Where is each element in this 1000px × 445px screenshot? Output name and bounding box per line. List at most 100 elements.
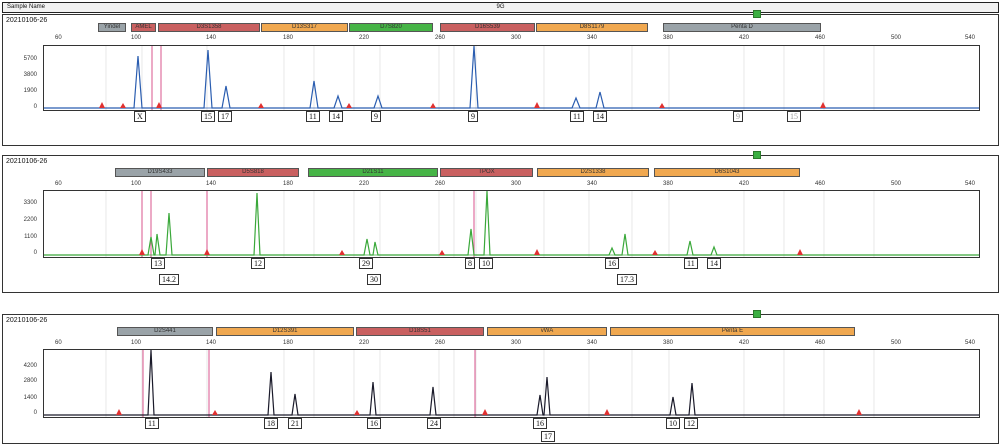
x-tick: 300 — [511, 35, 522, 41]
allele-call[interactable]: 12 — [251, 258, 265, 269]
allele-call[interactable]: 21 — [288, 418, 302, 429]
allele-call[interactable]: 9 — [733, 111, 743, 122]
x-tick: 100 — [131, 340, 142, 346]
marker-d7s820[interactable]: D7S820 — [349, 23, 433, 32]
allele-call[interactable]: 13 — [151, 258, 165, 269]
dye-indicator[interactable] — [753, 10, 761, 18]
x-tick: 460 — [815, 340, 826, 346]
x-tick: 140 — [206, 181, 217, 187]
trace-svg — [44, 46, 979, 110]
x-tick: 220 — [359, 181, 370, 187]
marker-d18s51[interactable]: D18S51 — [356, 327, 484, 336]
marker-d13s317[interactable]: D13S317 — [261, 23, 348, 32]
allele-call[interactable]: 11 — [684, 258, 698, 269]
sample-header: Sample Name 9G — [2, 2, 999, 13]
allele-call[interactable]: 17.3 — [617, 274, 637, 285]
allele-call[interactable]: 16 — [367, 418, 381, 429]
x-tick: 540 — [965, 35, 976, 41]
marker-tpox[interactable]: TPOX — [440, 168, 533, 177]
allele-call[interactable]: 29 — [359, 258, 373, 269]
trace-plot-blue[interactable] — [43, 45, 980, 111]
marker-amel[interactable]: AMEL — [131, 23, 156, 32]
x-tick: 220 — [359, 35, 370, 41]
panel-title: 20210106-26 — [6, 158, 48, 165]
x-tick: 260 — [435, 340, 446, 346]
marker-d2s1338[interactable]: D2S1338 — [537, 168, 649, 177]
marker-penta-e[interactable]: Penta E — [610, 327, 855, 336]
x-tick: 380 — [663, 35, 674, 41]
allele-call[interactable]: 10 — [666, 418, 680, 429]
x-tick: 260 — [435, 181, 446, 187]
y-tick: 1900 — [23, 88, 37, 94]
x-tick: 100 — [131, 181, 142, 187]
marker-vwa[interactable]: vWA — [487, 327, 607, 336]
x-tick: 340 — [587, 340, 598, 346]
marker-d12s391[interactable]: D12S391 — [216, 327, 354, 336]
allele-call[interactable]: 24 — [427, 418, 441, 429]
allele-call[interactable]: 9 — [468, 111, 478, 122]
allele-call[interactable]: 18 — [264, 418, 278, 429]
y-tick: 3300 — [23, 200, 37, 206]
allele-call[interactable]: 11 — [145, 418, 159, 429]
red-artifacts — [139, 249, 803, 255]
marker-d21s11[interactable]: D21S11 — [308, 168, 438, 177]
marker-d8s1179[interactable]: D8S1179 — [536, 23, 648, 32]
trace-plot-black[interactable] — [43, 349, 980, 418]
marker-d6s1043[interactable]: D6S1043 — [654, 168, 800, 177]
allele-call[interactable]: 9 — [371, 111, 381, 122]
marker-penta-d[interactable]: Penta D — [663, 23, 821, 32]
allele-call[interactable]: 15 — [201, 111, 215, 122]
y-tick: 1400 — [23, 395, 37, 401]
allele-call[interactable]: 14 — [329, 111, 343, 122]
x-tick: 140 — [206, 340, 217, 346]
allele-call[interactable]: X — [134, 111, 146, 122]
allele-call[interactable]: 10 — [479, 258, 493, 269]
blue-trace — [44, 46, 979, 109]
allele-call[interactable]: 14.2 — [159, 274, 179, 285]
allele-call[interactable]: 17 — [541, 431, 555, 442]
x-tick: 140 — [206, 35, 217, 41]
x-tick: 420 — [739, 340, 750, 346]
marker-yindel[interactable]: Yindel — [98, 23, 126, 32]
allele-call[interactable]: 15 — [787, 111, 801, 122]
allele-call[interactable]: 16 — [533, 418, 547, 429]
x-tick: 500 — [891, 35, 902, 41]
y-tick: 3800 — [23, 72, 37, 78]
allele-call[interactable]: 11 — [570, 111, 584, 122]
marker-d19s433[interactable]: D19S433 — [115, 168, 205, 177]
marker-d5s818[interactable]: D5S818 — [207, 168, 299, 177]
x-tick: 300 — [511, 340, 522, 346]
y-tick: 2200 — [23, 217, 37, 223]
x-tick: 60 — [55, 340, 62, 346]
x-tick: 60 — [55, 181, 62, 187]
allele-call[interactable]: 14 — [593, 111, 607, 122]
marker-d3s1358[interactable]: D3S1358 — [158, 23, 260, 32]
marker-d2s441[interactable]: D2S441 — [117, 327, 213, 336]
electropherogram-panel-green: 20210106-26 D19S433 D5S818 D21S11 TPOX D… — [2, 151, 999, 293]
x-tick: 500 — [891, 340, 902, 346]
allele-call[interactable]: 14 — [707, 258, 721, 269]
x-tick: 180 — [283, 35, 294, 41]
x-tick: 340 — [587, 35, 598, 41]
sample-name-label: Sample Name — [7, 4, 46, 10]
allele-call[interactable]: 8 — [465, 258, 475, 269]
allele-call[interactable]: 30 — [367, 274, 381, 285]
x-tick: 60 — [55, 35, 62, 41]
x-tick: 260 — [435, 35, 446, 41]
trace-plot-green[interactable] — [43, 190, 980, 258]
dye-indicator[interactable] — [753, 151, 761, 159]
x-tick: 420 — [739, 181, 750, 187]
y-tick: 0 — [33, 410, 37, 416]
x-tick: 300 — [511, 181, 522, 187]
electropherogram-panel-black: 20210106-26 D2S441 D12S391 D18S51 vWA Pe… — [2, 310, 999, 444]
allele-call[interactable]: 11 — [306, 111, 320, 122]
allele-call[interactable]: 12 — [684, 418, 698, 429]
allele-call[interactable]: 17 — [218, 111, 232, 122]
dye-indicator[interactable] — [753, 310, 761, 318]
y-tick: 0 — [33, 104, 37, 110]
marker-d16s539[interactable]: D16S539 — [440, 23, 535, 32]
panel-title: 20210106-26 — [6, 317, 48, 324]
x-tick: 180 — [283, 181, 294, 187]
allele-call[interactable]: 16 — [605, 258, 619, 269]
x-tick: 460 — [815, 35, 826, 41]
